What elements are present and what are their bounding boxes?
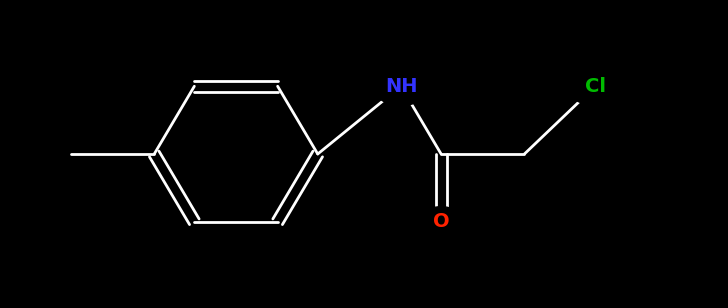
Ellipse shape bbox=[419, 207, 463, 237]
Ellipse shape bbox=[568, 67, 623, 106]
Ellipse shape bbox=[373, 67, 429, 106]
Text: Cl: Cl bbox=[585, 77, 606, 96]
Text: O: O bbox=[433, 212, 449, 231]
Text: NH: NH bbox=[385, 77, 417, 96]
